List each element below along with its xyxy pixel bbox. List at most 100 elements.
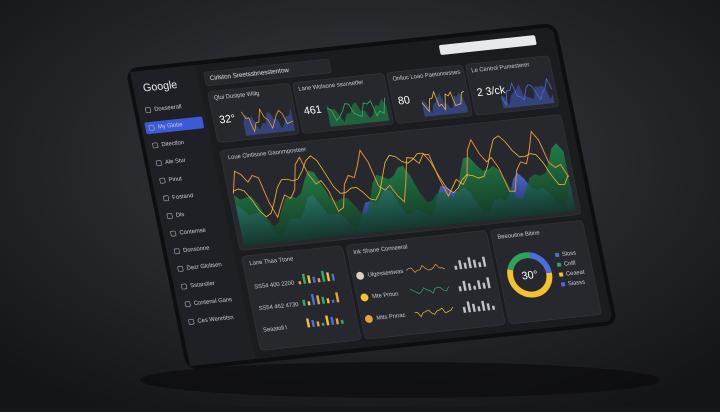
row-icon [364,315,373,323]
donut-yellow [507,252,553,298]
list-row: Ulgessestwas [367,269,404,279]
row-icon [356,271,365,280]
list-row: Mtts Pnnac [376,313,406,322]
legend-swatch [556,262,562,267]
mini-bar [478,262,482,268]
nav-icon [145,107,152,114]
sparkline [326,97,386,122]
donut-green [507,252,553,298]
mini-bar [320,270,326,282]
mini-bar [481,256,487,267]
mini-bar [462,280,467,291]
sidebar [130,65,256,367]
mini-bar [331,299,335,303]
nav-icon [181,283,188,290]
legend-item: Ceaeat [565,270,585,278]
mini-bar [481,300,486,311]
mini-bar [458,260,463,270]
nav-item[interactable]: Dezr Gloltsen [186,262,222,272]
tablet: Google Dosseerall My Globe Ditectlon Ale St… [127,23,616,370]
nav-item[interactable]: Ces Wenrtitsn [197,315,234,325]
stat-card-value: 32° [218,113,236,127]
legend-item: Sloss [561,251,576,258]
mini-bar [482,282,486,289]
mini-bar [340,319,344,324]
nav-item[interactable]: Fostand [172,193,194,201]
legend-item: Cnlfl [563,261,576,268]
nav-item[interactable]: Contensl Gans [193,297,232,307]
nav-item[interactable]: Contemse [179,228,207,237]
nav-icon [177,265,184,272]
mini-bar [321,296,326,304]
nav-icon [163,195,170,202]
mini-bar [311,319,316,327]
nav-item[interactable]: Pinut [168,176,183,183]
nav-icon [170,230,177,237]
mini-bar [298,281,302,285]
nav-active [144,116,204,135]
sparkline [421,90,465,113]
stat-card-value: 2 3/ck [476,84,507,99]
mini-bar [301,273,307,284]
mini-bar [472,259,477,268]
mini-bar [486,277,491,289]
nav-item[interactable]: Ditectlon [161,140,185,148]
bottom-left-title: Lane Thaa Ttone [249,256,295,267]
mini-bar [473,285,477,290]
search-box[interactable] [439,35,537,55]
nav-item[interactable]: Ale Stur [165,158,187,166]
mini-bar [466,301,472,313]
nav-item[interactable]: Sstarstier [190,281,216,290]
row-icon [360,293,369,302]
bottom-left-card [241,245,361,351]
mini-bar [331,273,336,281]
nav-icon [152,142,159,149]
shadow [140,362,660,398]
legend-swatch [554,252,560,258]
mini-bar [463,262,468,269]
legend-item: Siasss [567,280,585,288]
row-spark [414,306,454,318]
mini-bar [477,306,481,312]
mini-bar [335,292,340,303]
table-row: Seaatoll l [263,325,288,333]
sparkline-area [501,83,555,109]
mini-bar [462,306,467,313]
nav-item[interactable]: Dis [175,212,185,219]
nav-item[interactable]: Donsonne [183,245,211,254]
mini-bar [321,322,325,326]
nav-item[interactable]: Dosseerall [154,104,182,113]
nav-icon [166,213,173,219]
stat-card-value: 80 [397,94,411,107]
nav-icon [148,124,155,131]
donut-value: 30° [521,269,539,283]
mini-bar [316,295,321,305]
table-row: SS54 462 4730 [258,302,300,312]
sparkline-area [421,92,469,117]
mini-bar [476,280,482,290]
mini-bar [467,283,472,291]
bottom-content: SS54 400 2200 SS54 462 4730 Seaatoll l Ulge… [254,251,586,334]
wave-orange [232,130,570,219]
nav-item[interactable]: My Globe [157,122,184,131]
logo: Google [142,79,178,95]
wave-yellow [232,135,569,218]
stat-card-title: Qlui Dusipte Wiilg [213,91,260,102]
mini-bar [458,286,462,292]
mini-bar [467,257,472,269]
mini-bar [335,318,340,325]
mini-bar [326,298,330,304]
mini-bar [330,316,335,325]
table-row: SS54 400 2200 [254,280,296,290]
nav-icon [173,248,180,255]
list-row: Mte Pntun [372,291,399,300]
mini-bar [307,275,312,284]
main-chart [232,130,576,247]
mini-bar [316,321,320,327]
nav-icon [159,177,166,184]
mini-bar [317,278,321,283]
mini-bar [325,315,330,326]
mini-bar [306,318,311,328]
